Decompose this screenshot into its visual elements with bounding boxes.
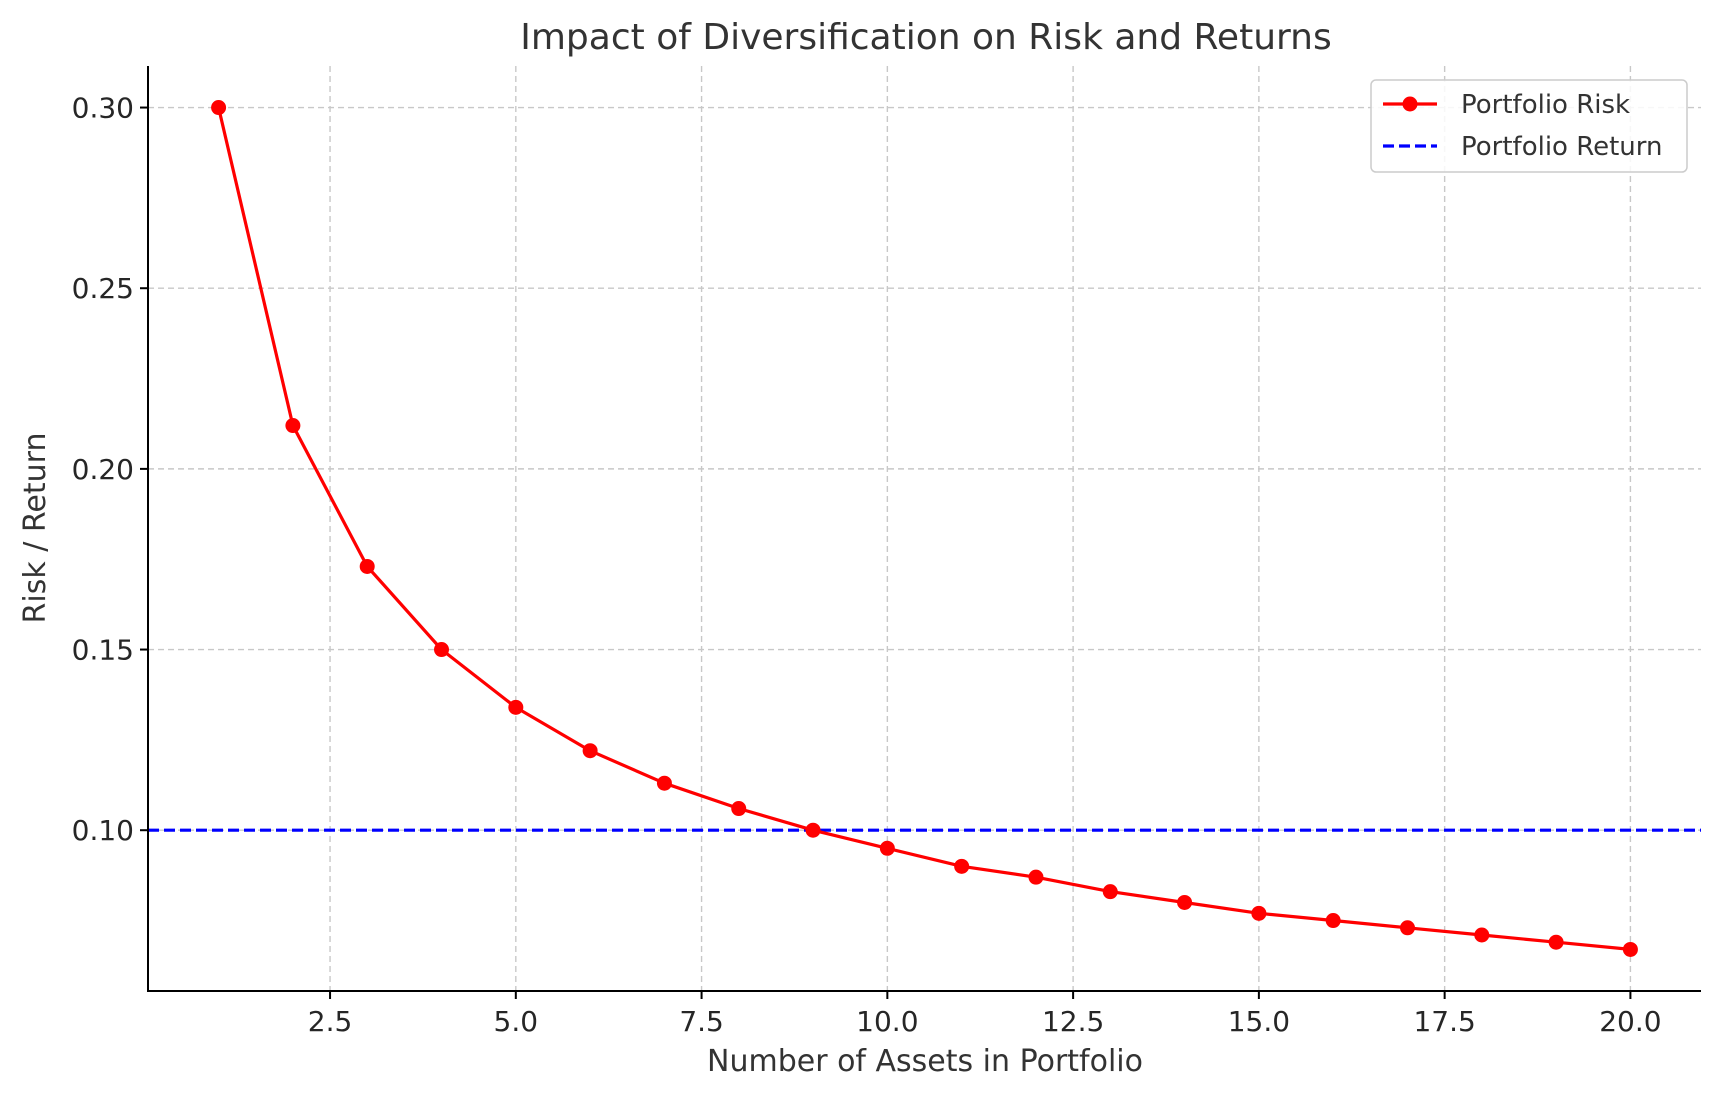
x-tick-label: 7.5 [679,1005,724,1038]
portfolio-risk-point [582,743,598,759]
legend: Portfolio Risk Portfolio Return [1370,79,1688,173]
portfolio-risk-point [805,822,821,838]
y-tick-label: 0.10 [72,814,134,847]
legend-risk-label: Portfolio Risk [1461,90,1630,120]
chart-title: Impact of Diversification on Risk and Re… [520,17,1332,58]
portfolio-risk-point [1399,920,1415,936]
x-tick-label: 17.5 [1413,1005,1475,1038]
y-tick-label: 0.15 [72,634,134,667]
legend-return-label: Portfolio Return [1461,132,1663,162]
portfolio-risk-point [879,840,895,856]
y-tick-label: 0.20 [72,453,134,486]
portfolio-risk-point [285,418,301,434]
portfolio-risk-line [217,107,1631,951]
y-tick-label: 0.30 [72,92,134,125]
portfolio-risk-point [434,642,450,658]
portfolio-risk-point [1028,869,1044,885]
portfolio-risk-point [1474,927,1490,943]
grid-lines [148,66,1701,991]
x-tick-label: 10.0 [856,1005,918,1038]
x-tick-label: 5.0 [494,1005,539,1038]
x-tick-label: 15.0 [1228,1005,1290,1038]
portfolio-risk-point [508,699,524,715]
legend-risk-marker [1402,96,1418,112]
portfolio-risk-point [1622,941,1638,957]
portfolio-risk-point [1177,894,1193,910]
axis-spines [147,66,1701,992]
x-tick-label: 20.0 [1599,1005,1661,1038]
portfolio-risk-point [211,100,227,116]
portfolio-risk-point [1251,905,1267,921]
x-axis-label: Number of Assets in Portfolio [707,1044,1143,1079]
portfolio-risk-point [954,858,970,874]
x-axis-ticks: 2.5 5.0 7.5 10.0 12.5 15.0 17.5 20.0 [308,991,1662,1038]
x-tick-label: 2.5 [308,1005,353,1038]
y-axis-ticks: 0.10 0.15 0.20 0.25 0.30 [72,92,148,847]
y-tick-label: 0.25 [72,272,134,305]
portfolio-risk-point [1102,884,1118,900]
y-axis-label: Risk / Return [18,433,53,624]
legend-frame [1370,79,1688,173]
portfolio-risk-point [1548,934,1564,950]
plot-series [148,100,1701,957]
portfolio-risk-point [656,775,672,791]
portfolio-risk-point [1325,913,1341,929]
x-tick-label: 12.5 [1042,1005,1104,1038]
portfolio-risk-point [731,801,747,817]
portfolio-risk-point [359,558,375,574]
